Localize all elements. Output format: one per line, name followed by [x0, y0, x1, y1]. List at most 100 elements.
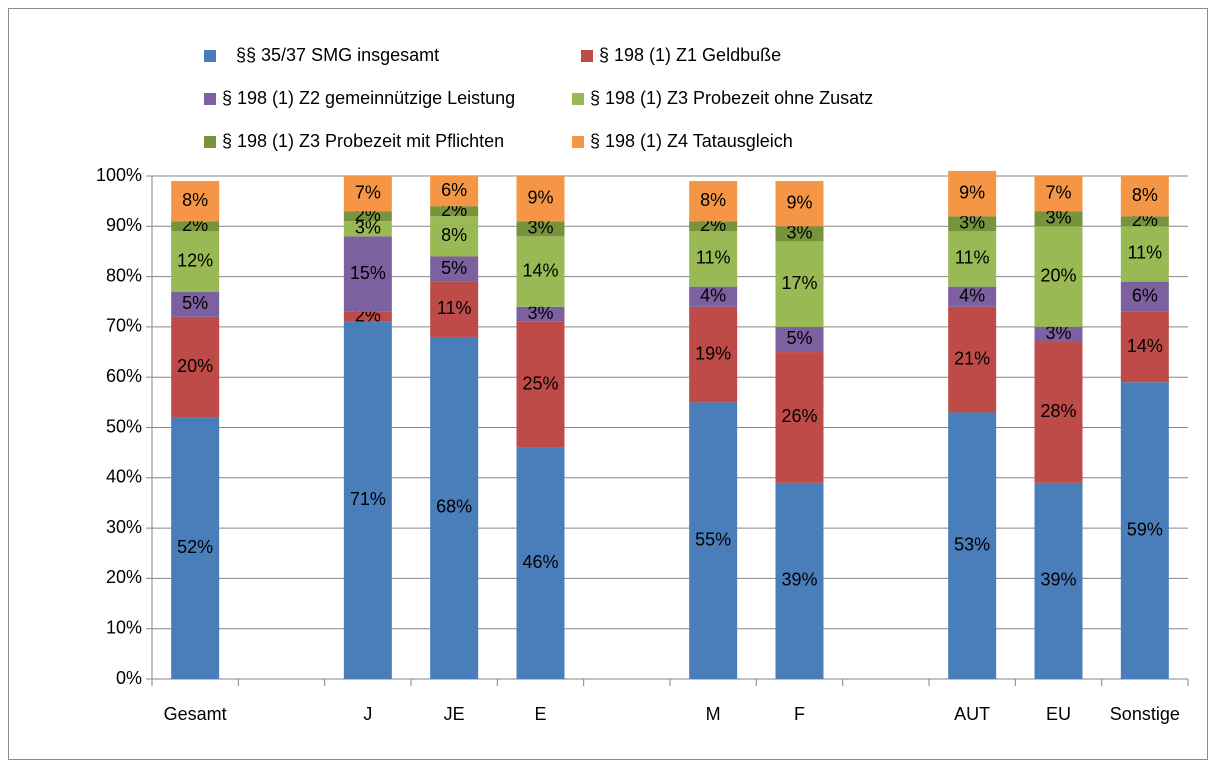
data-label: 26%	[781, 406, 817, 426]
legend-label: § 198 (1) Z1 Geldbuße	[599, 45, 781, 65]
bar-segment	[775, 241, 824, 327]
data-label: 8%	[1132, 185, 1158, 205]
bar-segment	[430, 336, 479, 679]
y-tick-label: 60%	[106, 366, 142, 386]
data-label: 59%	[1127, 519, 1163, 539]
data-label: 4%	[959, 285, 985, 305]
bar-segment	[430, 216, 479, 257]
data-label: 3%	[1045, 208, 1071, 228]
bar-segment	[775, 226, 824, 242]
y-tick-label: 70%	[106, 316, 142, 336]
data-label: 7%	[1045, 182, 1071, 202]
data-label: 5%	[182, 293, 208, 313]
data-label: 39%	[781, 570, 817, 590]
data-label: 52%	[177, 537, 213, 557]
bar-segment	[430, 281, 479, 337]
data-label: 71%	[350, 489, 386, 509]
bar-segment	[775, 352, 824, 483]
bar-segment	[430, 176, 479, 207]
bar-segment	[948, 286, 997, 307]
bar-segment	[516, 236, 565, 307]
data-label: 4%	[700, 285, 726, 305]
bar-segment	[689, 231, 738, 287]
bar-segment	[1120, 382, 1169, 679]
legend-swatch	[581, 50, 593, 62]
y-tick-label: 50%	[106, 416, 142, 436]
x-tick-label: Gesamt	[164, 704, 227, 724]
bar-segment	[343, 211, 392, 222]
bar-segment	[1120, 226, 1169, 282]
data-label: 3%	[786, 223, 812, 243]
y-tick-label: 10%	[106, 617, 142, 637]
data-label: 3%	[959, 213, 985, 233]
data-label: 19%	[695, 343, 731, 363]
data-label: 55%	[695, 529, 731, 549]
bar-segment	[430, 206, 479, 217]
data-label: 39%	[1040, 570, 1076, 590]
bar-segment	[775, 181, 824, 227]
data-label: 3%	[355, 218, 381, 238]
data-label: 5%	[786, 328, 812, 348]
bar-segment	[689, 286, 738, 307]
legend-label: § 198 (1) Z2 gemeinnützige Leistung	[222, 88, 515, 108]
y-tick-label: 20%	[106, 567, 142, 587]
data-label: 9%	[527, 187, 553, 207]
bar-segment	[1034, 176, 1083, 212]
y-tick-label: 40%	[106, 467, 142, 487]
data-label: 20%	[1040, 265, 1076, 285]
legend-label: § 198 (1) Z3 Probezeit mit Pflichten	[222, 131, 504, 151]
bar-segment	[516, 321, 565, 448]
bar-segment	[516, 306, 565, 322]
data-label: 3%	[527, 303, 553, 323]
x-tick-label: E	[534, 704, 546, 724]
data-label: 6%	[1132, 285, 1158, 305]
bar-segment	[516, 176, 565, 222]
legend-swatch	[204, 50, 216, 62]
bar-segment	[689, 221, 738, 232]
legend-swatch	[204, 136, 216, 148]
bar-segment	[1034, 226, 1083, 327]
bar-segment	[1034, 211, 1083, 227]
bar-segment	[343, 311, 392, 322]
x-tick-label: EU	[1046, 704, 1071, 724]
legend-swatch	[572, 136, 584, 148]
bar-segment	[775, 482, 824, 679]
data-label: 9%	[786, 192, 812, 212]
bar-segment	[948, 306, 997, 413]
x-tick-label: J	[363, 704, 372, 724]
bar-segment	[1034, 326, 1083, 342]
data-label: 7%	[355, 182, 381, 202]
bar-segment	[343, 221, 392, 237]
bar-segment	[343, 176, 392, 212]
bar-segment	[948, 231, 997, 287]
data-label: 11%	[955, 248, 990, 268]
data-label: 12%	[177, 250, 213, 270]
x-tick-label: JE	[444, 704, 465, 724]
data-label: 11%	[1127, 243, 1162, 263]
bar-segment	[343, 321, 392, 679]
bar-segment	[430, 256, 479, 282]
data-label: 28%	[1040, 401, 1076, 421]
x-tick-label: AUT	[954, 704, 990, 724]
bar-segment	[1120, 216, 1169, 227]
bar-segment	[171, 417, 220, 679]
data-label: 5%	[441, 258, 467, 278]
bar-segment	[171, 221, 220, 232]
y-tick-label: 0%	[116, 668, 142, 688]
data-label: 21%	[954, 348, 990, 368]
y-tick-label: 100%	[96, 165, 142, 185]
legend-label: §§ 35/37 SMG insgesamt	[236, 45, 439, 65]
data-label: 11%	[437, 298, 472, 318]
bar-segment	[1120, 281, 1169, 312]
bar-segment	[1034, 482, 1083, 679]
data-label: 11%	[696, 248, 731, 268]
bar-segment	[948, 170, 997, 217]
bar-segment	[171, 316, 220, 418]
bar-segment	[948, 216, 997, 232]
y-tick-label: 80%	[106, 265, 142, 285]
y-tick-label: 30%	[106, 517, 142, 537]
bar-segment	[343, 236, 392, 312]
data-label: 20%	[177, 356, 213, 376]
